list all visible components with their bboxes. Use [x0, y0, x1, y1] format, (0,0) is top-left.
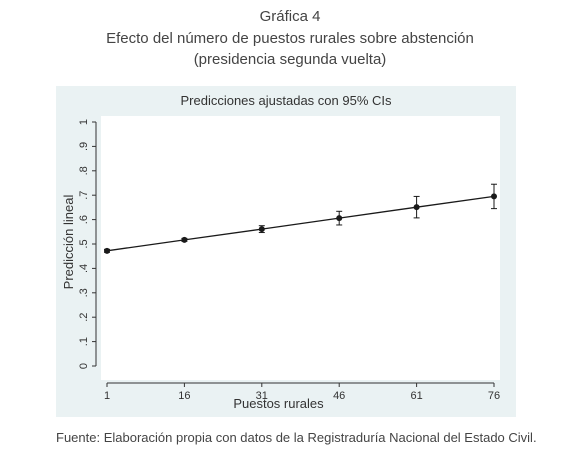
data-point [181, 236, 188, 243]
y-tick-label: .1 [78, 337, 90, 346]
y-tick-label: 1 [78, 119, 90, 125]
x-tick-label: 61 [410, 390, 422, 402]
data-point [413, 204, 420, 211]
y-tick-label: .2 [78, 313, 90, 322]
figure-subtitle: (presidencia segunda vuelta) [193, 51, 387, 68]
y-tick-label: 0 [78, 363, 90, 369]
x-tick-label: 1 [104, 390, 110, 402]
data-point [336, 215, 343, 222]
y-tick-label: .6 [78, 215, 90, 224]
x-tick-label: 31 [256, 390, 268, 402]
chart-title: Predicciones ajustadas con 95% CIs [180, 93, 392, 108]
x-tick-label: 76 [488, 390, 500, 402]
x-axis-label: Puestos rurales [233, 396, 324, 411]
data-point [258, 226, 265, 233]
figure-label: Gráfica 4 [259, 8, 321, 25]
y-tick-label: .8 [78, 166, 90, 175]
y-axis-label: Predicción lineal [61, 195, 76, 290]
y-tick-label: .7 [78, 191, 90, 200]
figure-title: Efecto del número de puestos rurales sob… [106, 30, 474, 47]
plot-area [101, 116, 500, 380]
data-point [491, 193, 497, 200]
x-tick-label: 16 [178, 390, 190, 402]
x-tick-label: 46 [333, 390, 345, 402]
series-line [106, 195, 495, 252]
y-tick-label: .5 [78, 239, 90, 248]
y-tick-label: .9 [78, 142, 90, 151]
chart-panel: Predicciones ajustadas con 95% CIs 0 .1 .2.… [56, 86, 516, 417]
y-tick-label: .3 [78, 288, 90, 297]
y-tick-label: .4 [78, 264, 90, 273]
source-note: Fuente: Elaboración propia con datos de … [56, 430, 537, 445]
data-point [104, 247, 110, 254]
chart-svg: Predicciones ajustadas con 95% CIs 0 .1 .2.… [61, 93, 500, 411]
